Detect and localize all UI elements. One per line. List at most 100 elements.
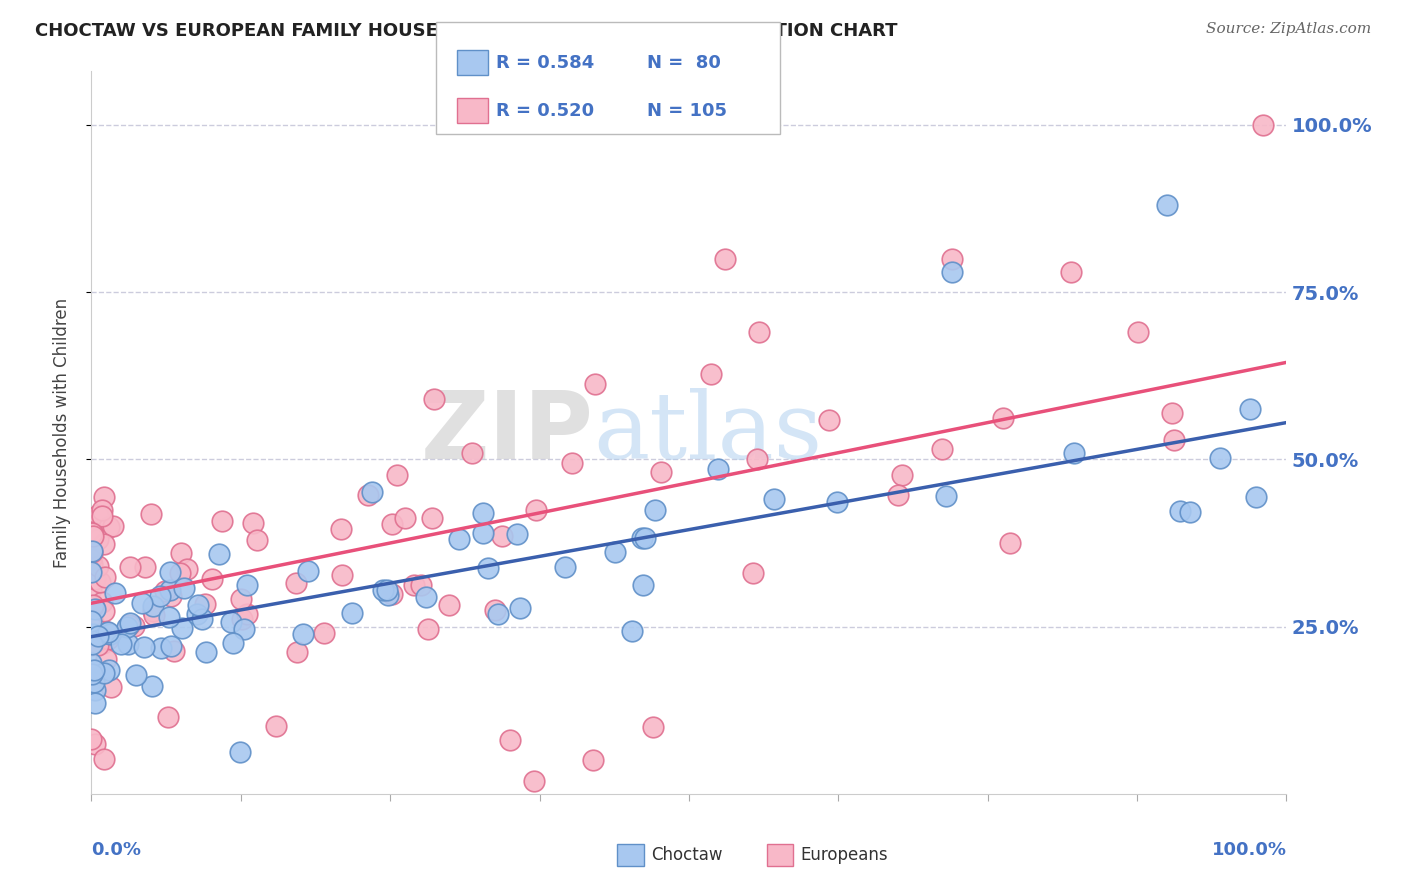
Point xyxy=(160,589,183,603)
Point xyxy=(94,626,117,640)
Point xyxy=(169,566,191,580)
Text: atlas: atlas xyxy=(593,388,823,477)
Point xyxy=(96,651,118,665)
Point xyxy=(437,598,460,612)
Point xyxy=(89,575,111,590)
Point xyxy=(82,546,104,560)
Point xyxy=(91,595,114,609)
Point xyxy=(80,565,103,579)
Point xyxy=(394,511,416,525)
Text: 100.0%: 100.0% xyxy=(1212,841,1286,859)
Point xyxy=(194,645,217,659)
Point xyxy=(418,622,440,636)
Point xyxy=(141,507,163,521)
Point xyxy=(621,624,644,638)
Text: N =  80: N = 80 xyxy=(647,54,721,71)
Point xyxy=(233,622,256,636)
Point xyxy=(1209,451,1232,466)
Point xyxy=(87,638,110,652)
Point xyxy=(747,451,769,466)
Point xyxy=(1246,490,1268,504)
Point xyxy=(409,577,432,591)
Point xyxy=(1161,406,1184,420)
Text: Europeans: Europeans xyxy=(800,847,887,864)
Point xyxy=(80,558,103,572)
Point xyxy=(477,561,499,575)
Point xyxy=(699,367,721,381)
Point xyxy=(142,604,165,618)
Point xyxy=(1180,505,1202,519)
Point xyxy=(142,599,165,613)
Point xyxy=(87,629,110,643)
Point xyxy=(472,507,495,521)
Point xyxy=(236,578,259,592)
Text: ZIP: ZIP xyxy=(420,386,593,479)
Point xyxy=(176,561,198,575)
Point xyxy=(377,588,399,602)
Point xyxy=(84,602,107,616)
Point xyxy=(1239,402,1261,417)
Point xyxy=(80,543,103,558)
Point xyxy=(375,583,398,598)
Point xyxy=(80,582,103,597)
Point xyxy=(82,526,104,541)
Point xyxy=(118,617,141,632)
Point xyxy=(246,533,269,548)
Point xyxy=(110,637,132,651)
Point xyxy=(222,635,245,649)
Point xyxy=(190,612,212,626)
Point xyxy=(173,581,195,595)
Point xyxy=(120,560,142,574)
Point xyxy=(650,465,672,479)
Point xyxy=(242,516,264,531)
Point xyxy=(219,615,242,630)
Point xyxy=(583,376,606,391)
Point xyxy=(415,590,437,604)
Point xyxy=(340,606,363,620)
Point xyxy=(707,461,730,475)
Text: CHOCTAW VS EUROPEAN FAMILY HOUSEHOLDS WITH CHILDREN CORRELATION CHART: CHOCTAW VS EUROPEAN FAMILY HOUSEHOLDS WI… xyxy=(35,22,897,40)
Point xyxy=(122,619,145,633)
Y-axis label: Family Households with Children: Family Households with Children xyxy=(52,298,70,567)
Point xyxy=(80,667,103,681)
Point xyxy=(103,519,125,533)
Point xyxy=(357,488,380,502)
Point xyxy=(827,495,849,509)
Point xyxy=(82,599,104,614)
Point xyxy=(120,616,142,631)
Point xyxy=(86,533,108,547)
Point xyxy=(491,529,513,543)
Point xyxy=(80,637,103,651)
Point xyxy=(160,640,183,654)
Point xyxy=(1163,433,1185,447)
Point xyxy=(186,607,208,621)
Point xyxy=(187,598,209,612)
Point xyxy=(931,442,953,456)
Point xyxy=(82,627,104,641)
Point xyxy=(498,733,520,747)
Point xyxy=(818,412,841,426)
Point xyxy=(87,559,110,574)
Point xyxy=(157,610,180,624)
Point xyxy=(1060,265,1083,279)
Text: Source: ZipAtlas.com: Source: ZipAtlas.com xyxy=(1205,22,1371,37)
Text: R = 0.520: R = 0.520 xyxy=(496,102,595,120)
Point xyxy=(605,545,627,559)
Point xyxy=(506,526,529,541)
Point xyxy=(83,675,105,690)
Point xyxy=(194,598,217,612)
Point xyxy=(80,614,103,628)
Point xyxy=(422,510,444,524)
Point xyxy=(373,582,395,597)
Point xyxy=(82,545,104,559)
Point xyxy=(156,709,179,723)
Point xyxy=(83,634,105,648)
Point xyxy=(380,587,402,601)
Point xyxy=(83,737,105,751)
Point xyxy=(97,625,120,640)
Point xyxy=(117,637,139,651)
Point xyxy=(94,624,117,638)
Point xyxy=(82,598,104,612)
Point xyxy=(142,608,165,623)
Point xyxy=(312,625,335,640)
